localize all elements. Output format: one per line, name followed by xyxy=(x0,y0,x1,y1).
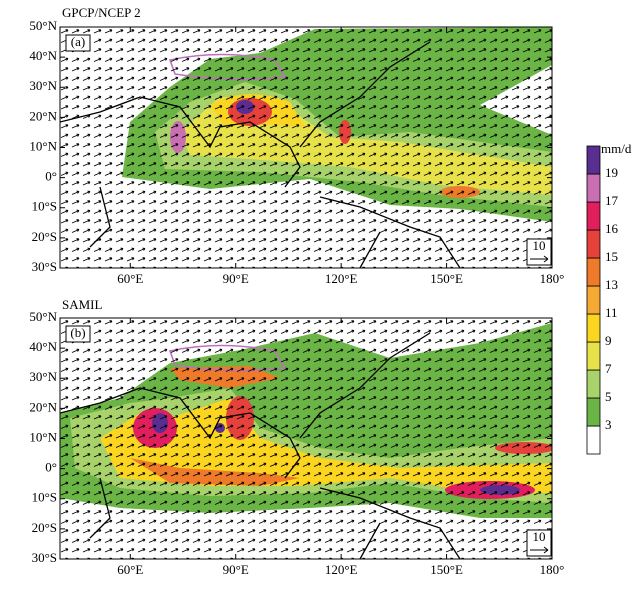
colorbar-box xyxy=(586,369,601,399)
y-tick-label: 50°N xyxy=(29,18,57,33)
y-tick-label: 30°S xyxy=(32,550,57,565)
colorbar-label: 3 xyxy=(605,417,612,432)
ref-vector-label: 10 xyxy=(533,238,546,253)
panel-title: GPCP/NCEP 2 xyxy=(62,5,141,20)
x-tick-label: 60°E xyxy=(117,271,143,286)
y-tick-label: 50°N xyxy=(29,309,57,324)
colorbar-box xyxy=(586,257,601,287)
x-tick-label: 180° xyxy=(540,271,565,286)
y-tick-label: 10°N xyxy=(29,429,57,444)
y-tick-label: 40°N xyxy=(29,339,57,354)
x-tick-label: 180° xyxy=(540,562,565,577)
colorbar-box xyxy=(586,313,601,343)
x-tick-label: 150°E xyxy=(430,271,463,286)
colorbar-box xyxy=(586,145,601,175)
y-tick-label: 0° xyxy=(45,169,57,184)
colorbar-box xyxy=(586,397,601,427)
colorbar-label: 5 xyxy=(605,389,612,404)
coastline xyxy=(60,41,461,268)
x-tick-label: 90°E xyxy=(223,271,249,286)
map-panel: (b) 10 xyxy=(59,317,553,560)
y-tick-label: 20°S xyxy=(32,229,57,244)
map-panel: (a) 10 xyxy=(59,26,553,269)
y-tick-label: 20°S xyxy=(32,520,57,535)
y-tick-label: 40°N xyxy=(29,48,57,63)
y-tick-label: 20°N xyxy=(29,399,57,414)
wind-vectors xyxy=(60,318,552,559)
panel-title: SAMIL xyxy=(62,297,103,312)
panel-label: (a) xyxy=(71,34,85,49)
x-tick-label: 90°E xyxy=(223,562,249,577)
label-box xyxy=(65,325,91,343)
ref-arrow xyxy=(530,255,549,263)
colorbar-box xyxy=(586,229,601,259)
y-tick-label: 30°S xyxy=(32,259,57,274)
ref-vector-label: 10 xyxy=(533,529,546,544)
colorbar-unit: mm/d xyxy=(601,141,632,156)
wind-vectors xyxy=(60,27,552,268)
colorbar-label: 17 xyxy=(605,193,619,208)
colorbar-box xyxy=(586,341,601,371)
panel-label: (b) xyxy=(70,325,85,340)
y-tick-label: 10°S xyxy=(32,199,57,214)
x-tick-label: 120°E xyxy=(325,271,358,286)
y-tick-label: 30°N xyxy=(29,78,57,93)
ref-box xyxy=(526,238,552,266)
colorbar-label: 15 xyxy=(605,249,618,264)
coastline xyxy=(60,332,461,559)
x-tick-label: 150°E xyxy=(430,562,463,577)
y-tick-label: 10°S xyxy=(32,490,57,505)
colorbar-label: 16 xyxy=(605,221,619,236)
ref-arrow xyxy=(530,546,549,554)
y-tick-label: 20°N xyxy=(29,108,57,123)
label-box xyxy=(65,34,91,52)
ref-box xyxy=(526,529,552,557)
colorbar-box xyxy=(586,425,601,455)
y-tick-label: 10°N xyxy=(29,138,57,153)
colorbar-box xyxy=(586,285,601,315)
colorbar-box xyxy=(586,173,601,203)
y-tick-label: 30°N xyxy=(29,369,57,384)
colorbar-label: 9 xyxy=(605,333,612,348)
y-tick-label: 0° xyxy=(45,460,57,475)
x-tick-label: 60°E xyxy=(117,562,143,577)
colorbar-label: 11 xyxy=(605,305,618,320)
colorbar-label: 13 xyxy=(605,277,618,292)
colorbar-label: 19 xyxy=(605,165,618,180)
colorbar-label: 7 xyxy=(605,361,612,376)
colorbar-box xyxy=(586,201,601,231)
x-tick-label: 120°E xyxy=(325,562,358,577)
